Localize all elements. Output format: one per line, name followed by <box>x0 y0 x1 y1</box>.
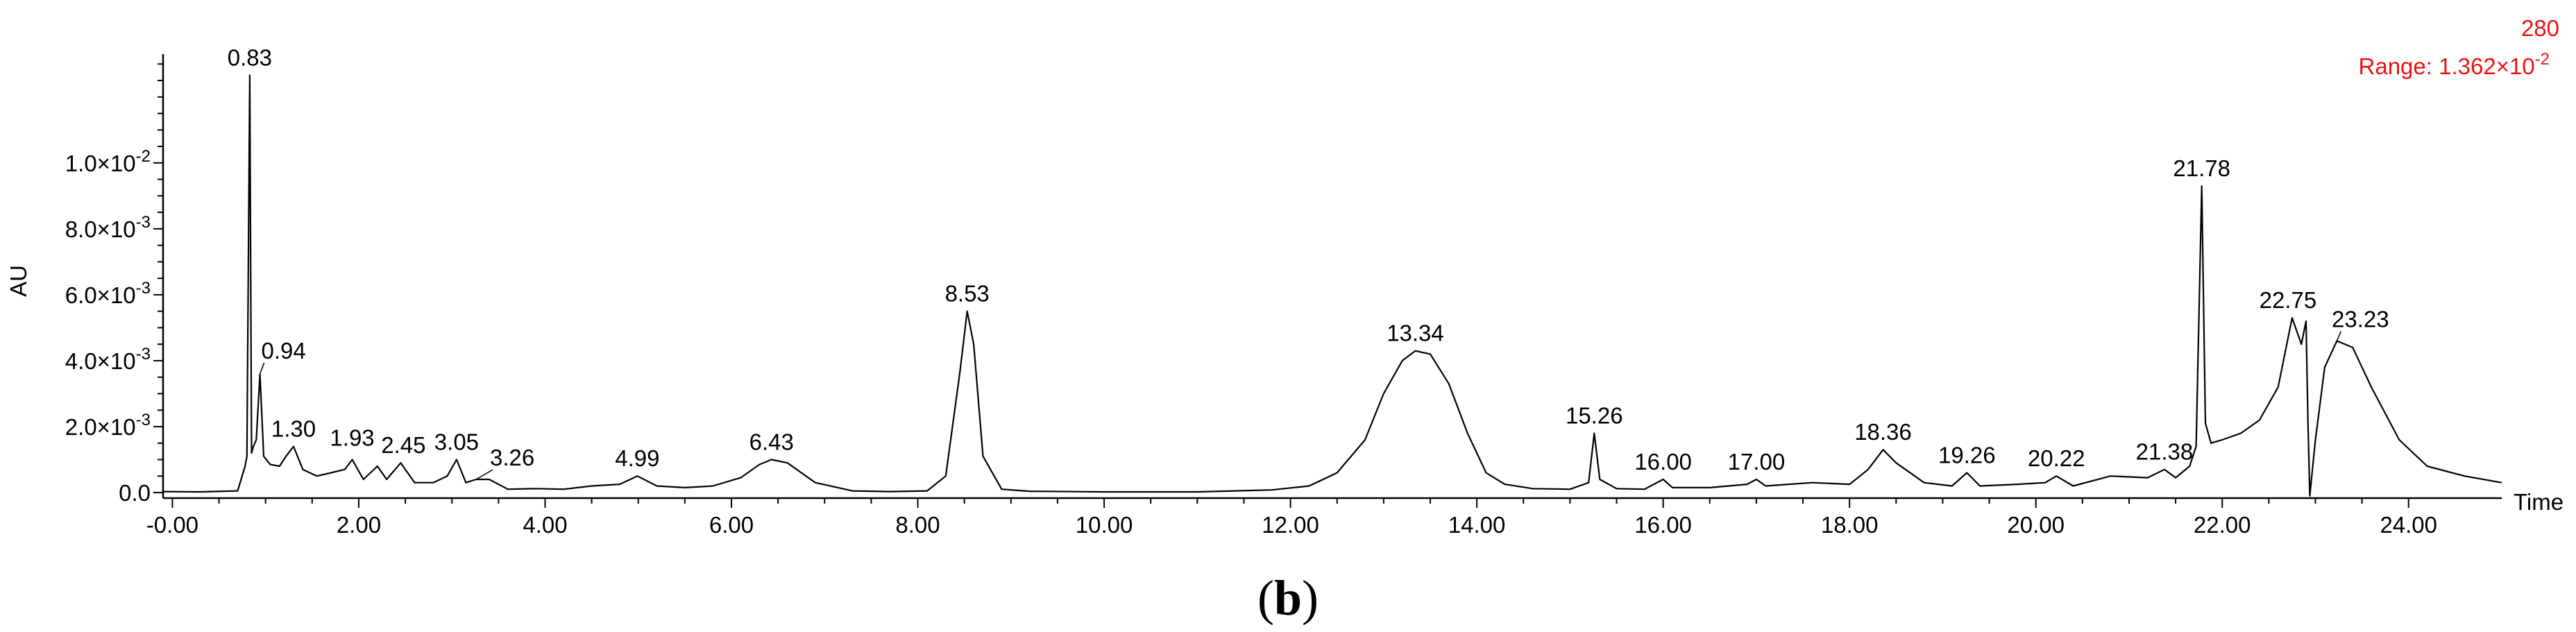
peak-leader-line <box>2336 331 2342 341</box>
peak-label: 15.26 <box>1566 402 1623 428</box>
peak-label: 19.26 <box>1938 442 1996 468</box>
peak-label: 17.00 <box>1728 449 1786 475</box>
axes: -0.00 2.00 4.00 6.00 8.00 10.00 12.00 14.00 16.0… <box>65 54 2502 538</box>
x-tick-label: 10.00 <box>1076 512 1133 538</box>
range-label: Range: 1.362×10-2 <box>2359 50 2550 79</box>
peak-label: 21.38 <box>2136 439 2194 465</box>
x-tick-label: -0.00 <box>146 512 198 538</box>
peak-label: 21.78 <box>2173 155 2230 181</box>
caption-open-paren: ( <box>1257 570 1274 626</box>
peak-label: 18.36 <box>1854 419 1912 445</box>
channel-label: 280 <box>2521 15 2559 41</box>
chromatogram-trace <box>162 74 2502 497</box>
peak-label: 2.45 <box>381 432 425 458</box>
x-tick-label: 4.00 <box>523 512 567 538</box>
figure-caption: (b) <box>1257 570 1319 626</box>
peak-label: 6.43 <box>749 429 794 454</box>
peak-leader-line <box>259 362 265 375</box>
plot-area <box>162 74 2502 497</box>
peak-label: 0.83 <box>228 44 272 70</box>
peak-label: 0.94 <box>262 338 306 364</box>
peak-label: 1.30 <box>271 416 316 441</box>
peak-leader-line <box>475 469 493 480</box>
y-tick-label: 1.0×10-2 <box>65 147 151 176</box>
x-tick-label: 2.00 <box>337 512 381 538</box>
x-tick-label: 14.00 <box>1448 512 1506 538</box>
peak-label: 23.23 <box>2332 306 2389 332</box>
y-tick-label: 8.0×10-3 <box>65 213 151 242</box>
x-tick-label: 18.00 <box>1821 512 1879 538</box>
peak-label: 16.00 <box>1634 449 1692 475</box>
x-tick-label: 24.00 <box>2380 512 2437 538</box>
peak-label: 8.53 <box>945 281 990 307</box>
range-label-text: Range: 1.362×10 <box>2359 53 2535 79</box>
peak-label: 22.75 <box>2260 287 2317 313</box>
peak-label: 13.34 <box>1387 321 1444 346</box>
peak-label: 3.05 <box>434 429 479 454</box>
x-tick-label: 6.00 <box>709 512 754 538</box>
x-tick-label: 8.00 <box>895 512 940 538</box>
y-tick-label: 2.0×10-3 <box>65 411 151 440</box>
x-tick-label: 12.00 <box>1262 512 1319 538</box>
x-tick-label: 22.00 <box>2194 512 2251 538</box>
x-axis-title: Time <box>2514 489 2564 515</box>
peak-label: 4.99 <box>615 445 659 471</box>
caption-close-paren: ) <box>1302 570 1319 626</box>
x-tick-label: 20.00 <box>2007 512 2065 538</box>
peak-label: 3.26 <box>490 445 534 470</box>
y-axis-title: AU <box>6 265 31 297</box>
x-tick-label: 16.00 <box>1634 512 1692 538</box>
range-label-exponent: -2 <box>2535 50 2550 69</box>
y-tick-label: 6.0×10-3 <box>65 279 151 308</box>
y-tick-label: 0.0 <box>119 480 151 506</box>
peak-label: 20.22 <box>2028 445 2085 471</box>
peak-labels: 0.83 0.94 1.30 1.93 2.45 3.05 3.26 4.99 6.43 8.53… <box>228 44 2389 480</box>
y-tick-label: 4.0×10-3 <box>65 345 151 374</box>
caption-letter: b <box>1274 570 1302 626</box>
peak-label: 1.93 <box>330 425 374 450</box>
